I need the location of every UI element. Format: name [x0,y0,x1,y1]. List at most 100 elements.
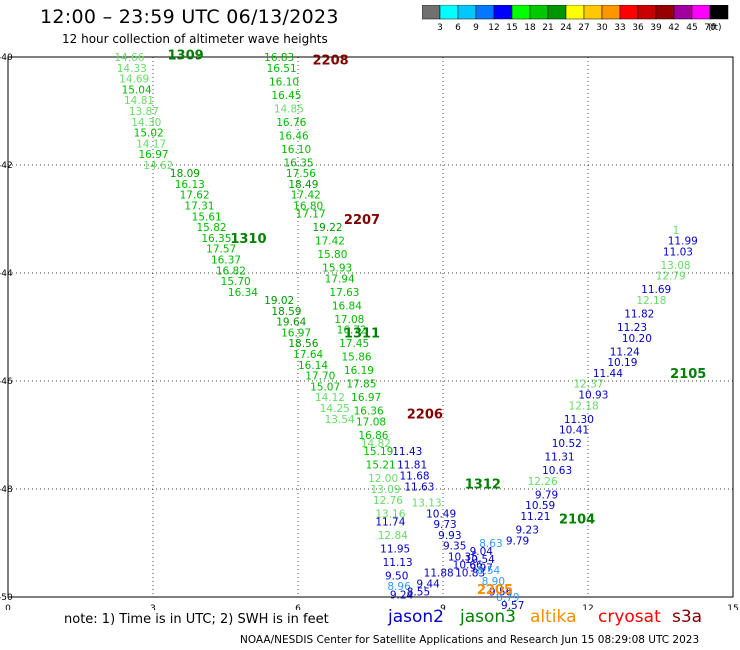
data-point-label: 9.79 [535,489,558,501]
x-tick-label: 3 [150,604,156,610]
data-point-label: 11.13 [383,557,413,569]
data-point-label: 11.95 [380,543,410,555]
data-point-label: 16.37 [211,255,241,267]
altimeter-plot: 03691215-40-42-44-46-48-5014.6614.3314.6… [0,48,739,610]
chart-subtitle: 12 hour collection of altimeter wave hei… [62,32,328,46]
data-point-label: 14.30 [131,117,161,129]
data-point-label: 16.34 [228,287,258,299]
data-point-label: 11.69 [641,284,671,296]
data-point-label: 14.69 [119,74,149,86]
data-point-label: 9.56 [489,587,513,599]
data-point-label: 17.70 [305,371,335,383]
data-point-label: 17.64 [293,349,323,361]
data-point-label: 18.49 [288,179,318,191]
track-id-label: 2207 [344,213,380,228]
data-point-label: 12.76 [373,495,403,507]
x-tick-label: 0 [5,604,11,610]
data-point-label: 13.54 [325,414,355,426]
data-point-label: 15.80 [317,249,347,261]
data-point-label: 15.04 [122,84,152,96]
track-id-label: 2205 [477,583,513,598]
data-point-label: 16.10 [281,144,311,156]
data-point-label: 11.68 [400,471,430,483]
data-point-label: 15.19 [363,446,393,458]
legend-altika: altika [530,607,577,627]
track-id-label: 1311 [344,326,380,341]
series-track-1310: 19.0218.5919.6416.9718.5617.6416.1417.70… [264,295,355,426]
data-point-label: 16.14 [298,360,328,372]
data-point-label: 17.63 [329,287,359,299]
data-point-label: 11.82 [624,309,654,321]
data-point-label: 16.35 [284,157,314,169]
color-bin-label: 70 [704,23,716,33]
data-point-label: 10.19 [607,357,637,369]
data-point-label: 12.18 [569,400,599,412]
data-point-label: 12.37 [574,379,604,391]
data-point-label: 14.81 [124,95,154,107]
track-id-label: 2208 [313,54,349,69]
data-point-label: 11.63 [404,481,434,493]
data-point-label: 11.99 [668,236,698,248]
data-point-label: 13.08 [661,260,691,272]
data-point-label: 15.86 [342,352,372,364]
track-id-label: 1309 [168,48,204,63]
data-point-label: 14.25 [320,403,350,415]
data-point-label: 10.93 [578,390,608,402]
data-point-label: 16.97 [351,392,381,404]
data-point-label: 17.31 [184,201,214,213]
series-track-2104: 8.548.909.568.799.579.799.2311.2110.599.… [477,379,609,610]
data-point-label: 16.97 [139,149,169,161]
track-id-label: 1310 [230,232,266,247]
data-point-label: 17.56 [286,168,316,180]
data-point-label: 11.24 [610,346,640,358]
data-point-label: 19.64 [276,317,306,329]
data-point-label: 16.36 [354,406,384,418]
legend-jason2: jason2 [388,607,444,627]
data-point-label: 16.46 [279,130,309,142]
data-point-label: 14.66 [114,52,144,64]
data-point-label: 16.72 [337,325,367,337]
data-point-label: 15.02 [134,128,164,140]
data-point-label: 11.30 [564,414,594,426]
data-point-label: 15.61 [192,211,222,223]
legend-jason3: jason3 [460,607,516,627]
data-point-label: 12.18 [636,295,666,307]
data-point-label: 10.49 [426,508,456,520]
data-point-label: 1 [673,225,680,237]
data-point-label: 14.62 [143,160,173,172]
data-point-label: 14.85 [274,103,304,115]
data-point-label: 16.84 [332,300,362,312]
data-point-label: 18.59 [271,306,301,318]
data-point-label: 13.09 [371,484,401,496]
color-bin-label: 6 [455,23,461,33]
data-point-label: 16.10 [269,76,299,88]
y-tick-label: -40 [0,53,13,63]
data-point-label: 17.08 [356,417,386,429]
data-point-label: 16.35 [201,233,231,245]
color-bin-label: 45 [686,23,697,33]
data-point-label: 16.19 [344,365,374,377]
color-bin-label: 24 [560,23,572,33]
data-point-label: 8.55 [407,587,430,599]
data-point-label: 11.23 [617,322,647,334]
series-track-2208: 16.8316.5116.1016.4514.8516.7616.4616.10… [264,52,325,221]
data-point-label: 16.45 [271,90,301,102]
chart-title: 12:00 – 23:59 UTC 06/13/2023 [40,6,339,28]
track-id-label: 2105 [670,367,706,382]
data-point-label: 8.79 [496,592,519,604]
data-point-label: 17.42 [315,236,345,248]
data-point-label: 10.59 [525,500,555,512]
x-tick-label: 6 [295,604,301,610]
data-point-label: 17.45 [339,338,369,350]
data-point-label: 16.51 [267,63,297,75]
data-point-label: 10.52 [552,438,582,450]
data-point-label: 10.83 [455,568,485,580]
data-point-label: 18.09 [170,168,200,180]
data-point-label: 16.83 [264,52,294,64]
color-bin-label: 27 [578,23,589,33]
